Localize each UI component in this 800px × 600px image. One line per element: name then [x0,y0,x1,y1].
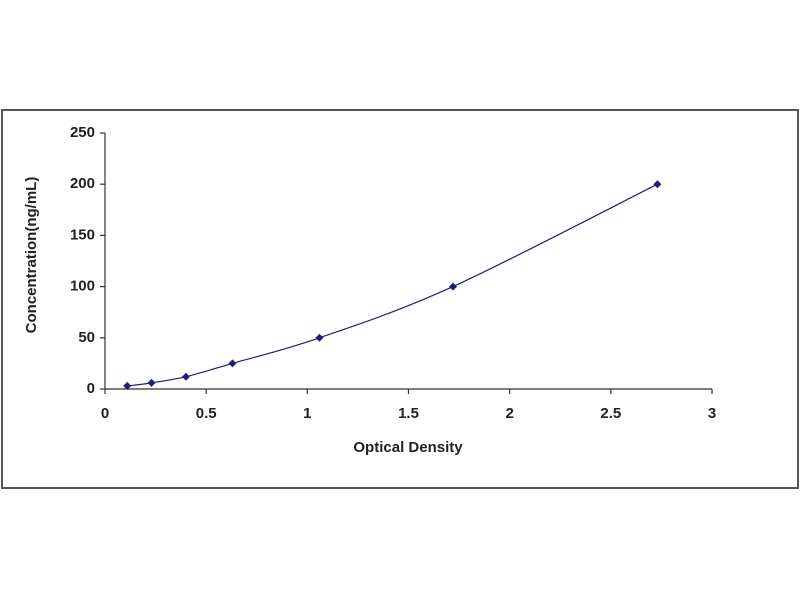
x-tick-label: 1 [303,405,311,422]
y-tick-label: 100 [70,278,95,295]
data-point [181,372,190,381]
x-tick-label: 2.5 [600,405,621,422]
x-tick-label: 2 [505,405,513,422]
data-point [147,378,156,387]
x-tick-label: 1.5 [398,405,419,422]
x-tick-label: 0.5 [196,405,217,422]
data-point [653,180,662,189]
data-point [449,282,458,291]
chart-frame [1,109,799,489]
data-point [228,359,237,368]
data-point [123,381,132,390]
y-axis-label: Concentration(ng/mL) [23,177,40,334]
y-tick-label: 50 [78,329,95,346]
y-tick-label: 250 [70,124,95,141]
y-tick-label: 0 [87,380,95,397]
x-tick-label: 0 [101,405,109,422]
x-axis-label: Optical Density [353,439,463,456]
trend-line [127,183,658,387]
x-tick-label: 3 [708,405,716,422]
y-tick-label: 150 [70,226,95,243]
data-point [315,333,324,342]
y-tick-label: 200 [70,175,95,192]
